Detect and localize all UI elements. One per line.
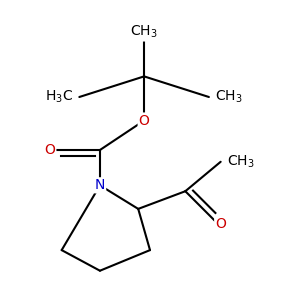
Text: CH$_3$: CH$_3$ bbox=[226, 154, 254, 170]
Text: O: O bbox=[44, 143, 55, 157]
Text: O: O bbox=[139, 114, 149, 128]
Text: N: N bbox=[95, 178, 105, 192]
Text: H$_3$C: H$_3$C bbox=[45, 89, 74, 105]
Text: O: O bbox=[215, 217, 226, 231]
Text: CH$_3$: CH$_3$ bbox=[215, 89, 242, 105]
Text: CH$_3$: CH$_3$ bbox=[130, 24, 158, 40]
